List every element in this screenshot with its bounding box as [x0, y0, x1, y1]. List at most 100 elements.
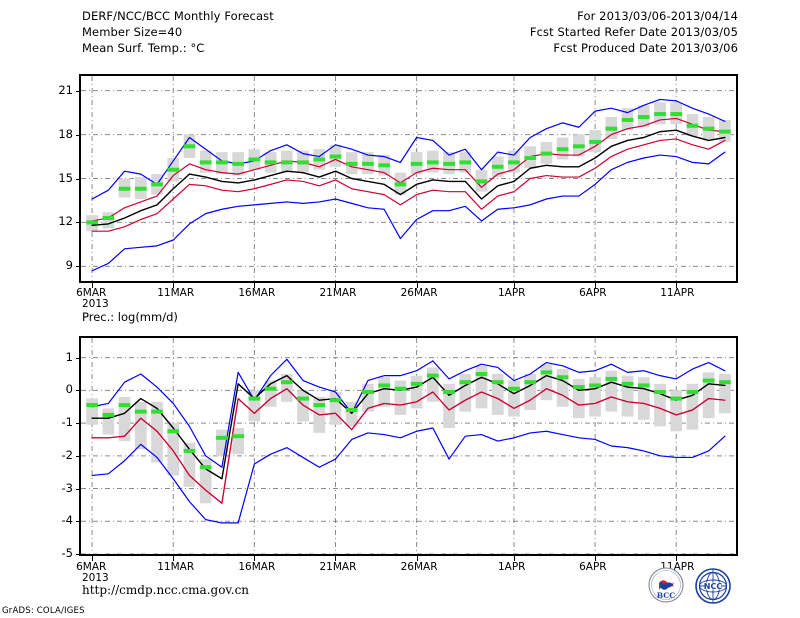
x-tick-label: 11APR: [660, 287, 695, 299]
y-tick-mark: [76, 554, 81, 555]
spread-bar-group: [86, 364, 731, 504]
x-tick-label: 16MAR: [238, 561, 276, 573]
x-tick-mark: [173, 283, 175, 288]
member-size-label: Member Size=40: [82, 25, 183, 39]
median-marker: [573, 385, 585, 390]
median-marker: [102, 216, 115, 221]
median-marker: [167, 429, 180, 434]
median-marker: [313, 403, 326, 408]
y-tick-mark: [76, 423, 81, 425]
median-marker: [183, 448, 196, 453]
y-tick-label: -5: [61, 546, 73, 560]
spread-bar: [232, 428, 244, 455]
median-marker: [134, 186, 147, 191]
median-marker: [702, 126, 715, 131]
median-marker: [345, 408, 358, 412]
x-tick-mark: [676, 283, 678, 288]
bcc-logo-text: BCC: [657, 591, 675, 600]
median-marker: [589, 383, 601, 388]
median-marker: [427, 160, 439, 165]
spread-bar: [410, 375, 423, 409]
y-tick-mark: [76, 357, 81, 359]
median-marker: [637, 115, 650, 119]
y-tick-mark: [76, 178, 81, 180]
median-marker: [216, 160, 228, 165]
y-tick-mark: [76, 455, 81, 457]
median-marker: [183, 144, 196, 149]
y-tick-label: -1: [61, 415, 73, 430]
y-tick-label: -3: [61, 480, 73, 495]
spread-bar: [216, 429, 228, 456]
precipitation-chart-panel: [79, 336, 738, 556]
median-marker: [637, 383, 650, 388]
x-tick-mark: [92, 283, 94, 288]
precipitation-axis-title: Prec.: log(mm/d): [82, 310, 178, 324]
spread-bar: [199, 459, 212, 504]
median-marker: [394, 182, 407, 187]
median-marker: [394, 386, 407, 391]
median-marker: [443, 390, 455, 394]
series-line-max: [91, 358, 726, 468]
spread-bar: [573, 378, 585, 419]
median-marker: [264, 160, 277, 165]
precipitation-x-axis-year: 2013: [82, 572, 109, 584]
median-marker: [313, 157, 326, 162]
x-tick-label: 11MAR: [157, 287, 195, 299]
spread-bar: [540, 364, 553, 401]
spread-bar: [167, 423, 180, 476]
median-marker: [362, 390, 374, 394]
spread-bar: [556, 369, 569, 407]
spread-bar: [183, 442, 196, 487]
x-tick-label: 6MAR: [76, 561, 107, 573]
spread-bar: [491, 374, 504, 415]
median-marker: [508, 160, 520, 165]
ncc-logo-text: NCC: [704, 582, 723, 591]
median-marker: [573, 144, 585, 149]
forecast-started-date-label: Fcst Started Refer Date 2013/03/05: [529, 25, 738, 39]
median-marker: [654, 112, 666, 117]
y-tick-mark: [76, 521, 81, 523]
median-marker: [216, 435, 228, 440]
x-tick-mark: [513, 283, 515, 288]
median-marker: [589, 139, 601, 144]
median-marker: [248, 396, 261, 401]
x-tick-label: 26MAR: [400, 561, 438, 573]
median-marker: [719, 129, 731, 134]
spread-bar: [86, 398, 98, 425]
median-marker: [232, 434, 244, 439]
median-marker: [670, 396, 683, 401]
x-tick-label: 21MAR: [319, 561, 357, 573]
median-marker: [329, 154, 342, 159]
median-marker: [719, 380, 731, 385]
source-url[interactable]: http://cmdp.ncc.cma.gov.cn: [82, 583, 250, 597]
median-marker: [524, 156, 537, 160]
median-marker: [475, 179, 488, 184]
spread-bar: [345, 401, 358, 427]
spread-bar: [102, 212, 115, 229]
series-line-min: [91, 427, 726, 524]
ncc-logo-icon: NCC: [692, 566, 734, 606]
median-marker: [702, 378, 715, 383]
median-marker: [686, 390, 699, 394]
median-marker: [151, 182, 163, 187]
x-tick-mark: [335, 283, 337, 288]
series-line-min: [91, 151, 726, 272]
x-tick-label: 6MAR: [76, 287, 107, 299]
x-tick-label: 11APR: [660, 561, 695, 573]
x-tick-label: 21MAR: [319, 287, 357, 299]
x-tick-mark: [335, 556, 337, 561]
x-tick-mark: [254, 556, 256, 561]
precipitation-plot-area: [81, 338, 736, 554]
median-marker: [654, 390, 666, 394]
median-marker: [459, 160, 472, 165]
y-tick-mark: [76, 222, 81, 224]
spread-bar: [654, 383, 666, 427]
median-marker: [378, 163, 390, 168]
y-tick-mark: [76, 266, 81, 268]
median-marker: [508, 386, 520, 391]
median-marker: [86, 403, 98, 408]
y-tick-mark: [76, 488, 81, 490]
x-tick-mark: [676, 556, 678, 561]
x-tick-label: 1APR: [497, 287, 526, 299]
median-marker: [118, 186, 131, 191]
